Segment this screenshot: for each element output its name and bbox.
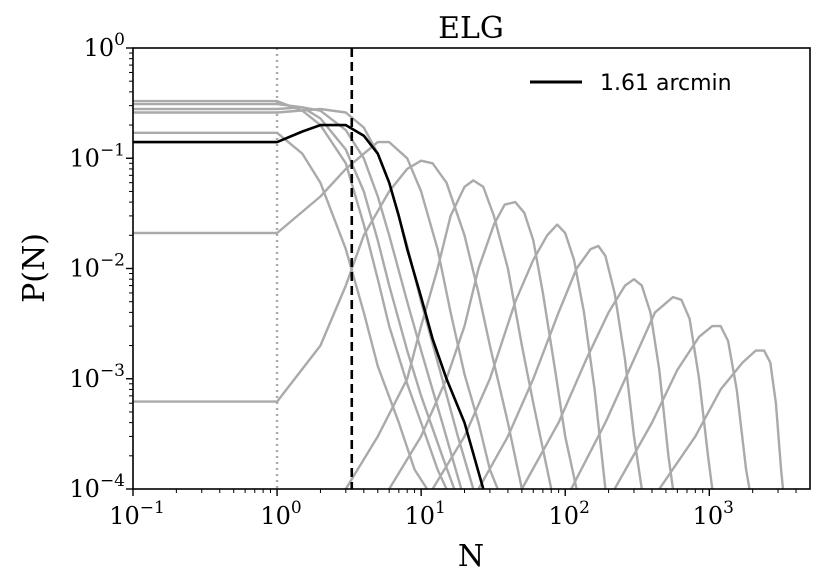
x-tick-label-0: 10−1 <box>109 498 165 530</box>
legend-label-1: 1.61 arcmin <box>600 71 732 96</box>
series-line-14 <box>613 324 751 489</box>
x-tick-label-3: 102 <box>549 498 590 530</box>
x-tick-label-1: 100 <box>260 498 301 530</box>
chart-title: ELG <box>438 11 504 46</box>
series-line-1 <box>133 99 448 489</box>
y-tick-label-1: 10−3 <box>69 361 125 393</box>
series-line-13 <box>570 295 714 489</box>
series-line-0 <box>133 123 485 489</box>
series-line-11 <box>477 244 643 489</box>
series-line-3 <box>133 106 463 489</box>
series-line-7 <box>133 159 524 489</box>
series-layer <box>133 99 785 489</box>
x-tick-label-2: 101 <box>404 498 445 530</box>
y-tick-label-2: 10−2 <box>69 251 125 283</box>
series-line-9 <box>388 200 578 489</box>
tick-layer: 10−1 100 101 102 103 10−4 10−3 10−2 10−1 100 <box>69 30 797 530</box>
y-tick-label-0: 10−4 <box>69 471 125 503</box>
series-line-15 <box>658 349 785 489</box>
x-axis-label: N <box>458 539 484 574</box>
y-axis-label: P(N) <box>17 233 52 303</box>
series-line-6 <box>133 140 499 489</box>
series-line-10 <box>431 223 607 489</box>
series-line-8 <box>344 179 553 489</box>
series-line-5 <box>133 131 429 489</box>
x-tick-label-4: 103 <box>693 498 734 530</box>
y-tick-label-4: 100 <box>84 30 125 62</box>
y-tick-label-3: 10−1 <box>69 140 125 172</box>
legend: 1.61 arcmin <box>530 71 732 96</box>
vline-layer <box>275 48 354 489</box>
